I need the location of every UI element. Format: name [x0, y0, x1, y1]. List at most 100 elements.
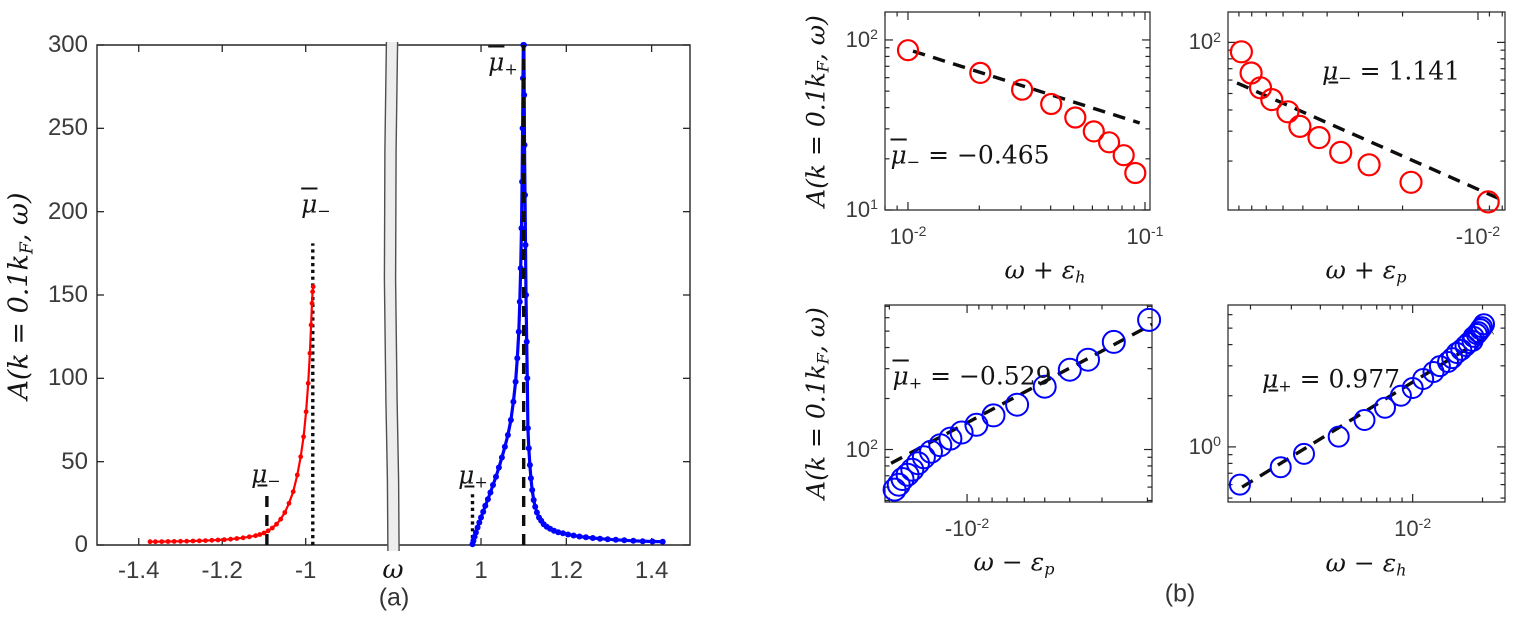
- panel-b-top-left-fit-line: [912, 49, 1141, 125]
- particle-branch-marker: [659, 538, 666, 545]
- hole-branch-marker: [196, 538, 202, 544]
- particle-branch-marker: [498, 454, 505, 461]
- particle-branch-marker: [559, 530, 566, 537]
- particle-branch-marker: [576, 533, 583, 540]
- hole-branch-marker: [307, 350, 313, 356]
- hole-branch-marker: [278, 516, 284, 522]
- particle-branch-marker: [532, 503, 539, 510]
- hole-branch-marker: [301, 434, 306, 440]
- panel-b-top-left-data-circle: [1124, 161, 1147, 185]
- hole-branch-marker: [310, 284, 316, 290]
- panel-b-top-right-data-circle: [1229, 40, 1254, 64]
- particle-branch-marker: [524, 375, 531, 382]
- hole-branch-marker: [203, 538, 208, 543]
- particle-branch-marker: [639, 538, 646, 545]
- panel-b-top-right-data-circle: [1239, 61, 1263, 85]
- hole-branch-marker: [190, 538, 196, 544]
- particle-branch-marker: [476, 519, 483, 526]
- particle-branch-marker: [515, 328, 522, 335]
- particle-branch-marker: [527, 475, 534, 482]
- hole-branch-marker: [209, 537, 215, 543]
- particle-branch-marker: [621, 537, 628, 544]
- particle-branch-marker: [530, 497, 537, 503]
- hole-branch-marker: [290, 489, 296, 495]
- panel-b-bottom-right-data-circle: [1228, 473, 1251, 496]
- particle-branch-marker: [597, 535, 603, 542]
- particle-branch-marker: [516, 298, 523, 305]
- panel-b-top-right-data-circle: [1476, 190, 1500, 214]
- panel-b-bottom-left-data-circle: [900, 457, 925, 482]
- panel-b-bottom-left-data-circle: [911, 445, 936, 470]
- particle-branch-marker: [490, 482, 496, 488]
- panel-b-top-right-data-circle: [1288, 114, 1312, 139]
- panel-b-bottom-left-data-circle: [949, 420, 974, 445]
- panel-b-bottom-right-data-circle: [1327, 425, 1350, 448]
- particle-branch-marker: [565, 531, 571, 538]
- panel-b-top-right-frame: [1227, 11, 1506, 211]
- panel-b-bottom-left-data-circle: [1076, 347, 1100, 372]
- particle-branch-marker: [555, 529, 562, 536]
- hole-branch-marker: [274, 521, 279, 527]
- hole-branch-marker: [305, 380, 311, 386]
- panel-b-bottom-right-data-circle: [1450, 338, 1473, 361]
- panel-b-bottom-left-data-circle: [1101, 329, 1126, 354]
- panel-b-top-right-data-circle: [1276, 100, 1300, 124]
- hole-branch-marker: [261, 530, 267, 536]
- panel-b-bottom-left-data-circle: [1137, 307, 1162, 332]
- panel-b-bottom-left-data-circle: [1032, 374, 1057, 399]
- hole-branch-marker: [240, 535, 246, 541]
- panel-b-bottom-right-data-circle: [1293, 442, 1315, 465]
- hole-branch-marker: [215, 537, 221, 543]
- particle-branch-marker: [630, 537, 637, 544]
- panel-b-bottom-left-data-circle: [938, 426, 963, 451]
- hole-branch-marker: [298, 454, 304, 460]
- axis-break-edge: [383, 41, 389, 552]
- panel-b-bottom-left-data-circle: [1005, 392, 1030, 417]
- hole-branch-marker: [178, 538, 183, 544]
- panel-b-bottom-right-data-circle: [1374, 396, 1396, 419]
- panel-b-bottom-left-data-circle: [1057, 357, 1082, 382]
- particle-branch-marker: [493, 473, 499, 480]
- particle-branch-marker: [501, 443, 508, 450]
- panel-b-top-right-data-circle: [1329, 140, 1353, 164]
- hole-branch-marker: [269, 525, 275, 531]
- particle-branch-marker: [522, 242, 529, 248]
- particle-branch-marker: [526, 462, 533, 468]
- panel-b-bottom-right-data-circle: [1269, 456, 1292, 479]
- axis-break-edge: [394, 41, 400, 552]
- particle-branch-marker: [604, 536, 611, 543]
- particle-branch-marker: [480, 508, 487, 515]
- hole-branch-marker: [165, 539, 171, 544]
- particle-branch-marker: [507, 417, 514, 423]
- particle-branch-marker: [512, 378, 519, 385]
- particle-branch-marker: [570, 532, 577, 539]
- particle-branch-marker: [472, 529, 479, 536]
- panel-b-top-left-data-circle: [1010, 78, 1034, 101]
- hole-branch-marker: [147, 539, 153, 545]
- panel-b-top-left-data-circle: [1040, 92, 1063, 116]
- panel-b-bottom-right-data-circle: [1353, 409, 1376, 431]
- panel-b-top-left-data-circle: [969, 61, 992, 85]
- hole-branch-marker: [257, 532, 263, 537]
- hole-branch-marker: [159, 539, 165, 544]
- panel-b-top-left-frame: [884, 11, 1151, 211]
- panel-b-bottom-left-data-circle: [890, 467, 915, 491]
- particle-branch-marker: [474, 524, 481, 531]
- panel-b-top-right-data-circle: [1357, 153, 1381, 177]
- panel-b-bottom-left-frame: [884, 304, 1153, 503]
- hole-branch-marker: [171, 539, 177, 544]
- hole-branch-marker: [234, 536, 240, 541]
- hole-branch-marker: [310, 289, 315, 295]
- particle-branch-marker: [523, 338, 530, 345]
- particle-branch-marker: [487, 489, 494, 496]
- panel-b-top-left-data-circle: [896, 39, 920, 62]
- particle-branch-marker: [484, 496, 491, 503]
- hole-branch-marker: [253, 533, 258, 539]
- panel-b-bottom-right-data-circle: [1473, 313, 1495, 336]
- particle-branch-marker: [518, 225, 525, 232]
- particle-branch-marker: [521, 92, 528, 98]
- panel-b-bottom-left-data-circle: [981, 403, 1006, 428]
- hole-branch-marker: [265, 528, 271, 534]
